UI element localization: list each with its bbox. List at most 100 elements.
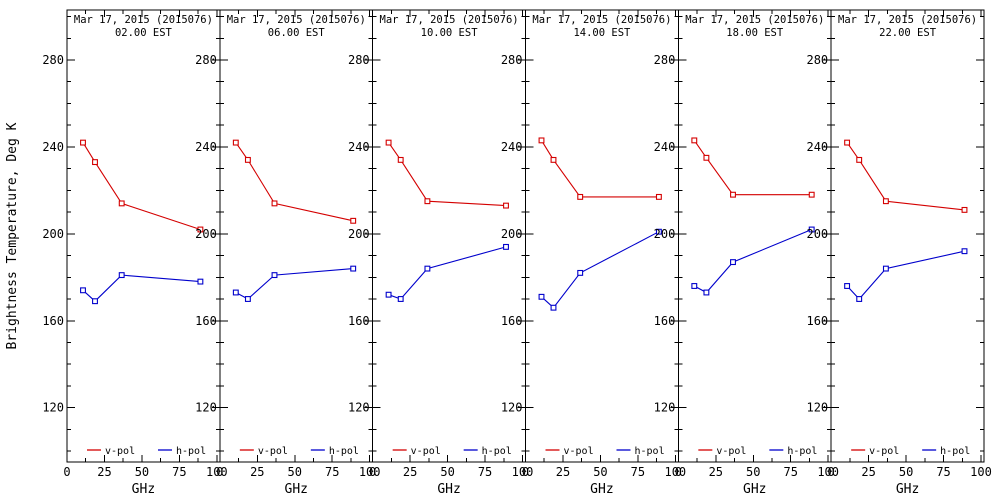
x-tick-label: 50: [593, 465, 607, 479]
v-pol-line: [541, 140, 659, 198]
y-tick-label: 160: [501, 314, 523, 328]
legend-label-h-pol: h-pol: [940, 446, 970, 457]
h-pol-marker: [577, 269, 584, 276]
h-pol-line: [82, 274, 201, 302]
panel-frame: [830, 9, 985, 463]
y-tick-label: 120: [501, 401, 523, 415]
v-pol-marker: [808, 191, 815, 198]
legend: v-pol h-pol: [698, 446, 817, 457]
y-tick-label: 120: [348, 401, 370, 415]
y-tick-label: 120: [195, 401, 217, 415]
y-tick-label: 280: [42, 53, 64, 67]
v-pol-line: [82, 142, 201, 231]
v-pol-marker: [961, 206, 968, 213]
v-pol-marker: [397, 156, 404, 163]
h-pol-line: [541, 231, 660, 309]
h-pol-marker: [655, 228, 662, 235]
panel-subtitle: 18.00 EST: [726, 27, 784, 39]
panel-subtitle: 06.00 EST: [268, 27, 326, 39]
x-tick-label: 75: [936, 465, 950, 479]
h-pol-marker: [244, 296, 251, 302]
y-tick-label: 240: [195, 140, 217, 154]
x-tick-label: 0: [675, 465, 682, 479]
x-axis-label: GHz: [896, 482, 919, 497]
y-tick-label: 120: [806, 401, 828, 415]
x-tick-label: 50: [746, 465, 760, 479]
x-tick-label: 0: [63, 465, 70, 479]
x-axis-label: GHz: [743, 482, 766, 497]
h-pol-marker: [397, 296, 404, 302]
h-pol-marker: [961, 248, 968, 255]
h-pol-marker: [550, 304, 557, 311]
y-axis-title: Brightness Temperature, Deg K: [5, 122, 20, 349]
v-pol-marker: [244, 156, 251, 163]
y-tick-label: 280: [806, 53, 828, 67]
y-tick-label: 280: [654, 53, 676, 67]
v-pol-line: [693, 140, 812, 196]
x-tick-label: 100: [512, 465, 534, 479]
x-tick-label: 0: [216, 465, 223, 479]
h-pol-line: [846, 250, 965, 300]
x-tick-label: 100: [817, 465, 839, 479]
v-pol-marker: [655, 193, 662, 200]
panel-subtitle: 02.00 EST: [115, 27, 173, 39]
y-tick-label: 160: [195, 314, 217, 328]
x-tick-label: 25: [709, 465, 723, 479]
v-pol-marker: [550, 156, 557, 163]
legend-label-h-pol: h-pol: [787, 446, 817, 457]
v-pol-marker: [271, 200, 278, 207]
h-pol-marker: [92, 298, 98, 305]
panel-title: Mar 17, 2015 (2015076): [532, 14, 671, 26]
y-tick-label: 120: [42, 401, 64, 415]
v-pol-line: [388, 142, 507, 207]
panel-title: Mar 17, 2015 (2015076): [74, 14, 213, 26]
y-tick-label: 200: [195, 227, 217, 241]
y-tick-label: 200: [501, 227, 523, 241]
legend-label-h-pol: h-pol: [635, 446, 665, 457]
v-pol-marker: [691, 137, 698, 144]
panel-22-00-est: 120 160 200 240 280 0 25 50 75 100 GHz Mar 17, 2015…: [806, 9, 992, 497]
v-pol-marker: [80, 139, 86, 146]
legend-label-h-pol: h-pol: [329, 446, 359, 457]
y-tick-label: 160: [806, 314, 828, 328]
panel-02-00-est: 120 160 200 240 280 0 25 50 75 100 GHz Mar 17, 2015…: [42, 9, 228, 497]
x-tick-label: 75: [172, 465, 186, 479]
panel-title: Mar 17, 2015 (2015076): [227, 14, 366, 26]
h-pol-marker: [844, 283, 851, 289]
legend: v-pol h-pol: [545, 446, 665, 457]
x-tick-label: 75: [631, 465, 645, 479]
x-tick-label: 100: [664, 465, 686, 479]
h-pol-marker: [197, 278, 204, 285]
x-tick-label: 50: [288, 465, 302, 479]
v-pol-marker: [882, 198, 889, 205]
legend: v-pol h-pol: [392, 446, 512, 457]
panel-title: Mar 17, 2015 (2015076): [838, 14, 977, 26]
v-pol-marker: [350, 217, 357, 224]
x-axis-label: GHz: [132, 482, 155, 497]
y-tick-label: 200: [654, 227, 676, 241]
h-pol-marker: [703, 289, 710, 296]
v-pol-marker: [503, 202, 509, 209]
v-pol-marker: [197, 226, 204, 233]
y-tick-label: 280: [501, 53, 523, 67]
panel-title: Mar 17, 2015 (2015076): [380, 14, 519, 26]
h-pol-marker: [856, 296, 863, 302]
y-tick-label: 160: [348, 314, 370, 328]
v-pol-marker: [232, 139, 239, 146]
x-tick-label: 0: [369, 465, 376, 479]
v-pol-marker: [844, 139, 851, 146]
x-tick-label: 25: [97, 465, 111, 479]
v-pol-line: [235, 142, 354, 222]
v-pol-marker: [424, 198, 431, 205]
v-pol-marker: [385, 139, 392, 146]
panel-18-00-est: 120 160 200 240 280 0 25 50 75 100 GHz Mar 17, 2015…: [654, 9, 839, 497]
h-pol-marker: [808, 226, 815, 233]
y-tick-label: 240: [348, 140, 370, 154]
v-pol-marker: [730, 191, 736, 198]
legend-label-v-pol: v-pol: [869, 446, 899, 457]
y-tick-label: 160: [654, 314, 676, 328]
x-tick-label: 100: [206, 465, 228, 479]
y-tick-label: 240: [42, 140, 64, 154]
h-pol-marker: [730, 259, 736, 266]
